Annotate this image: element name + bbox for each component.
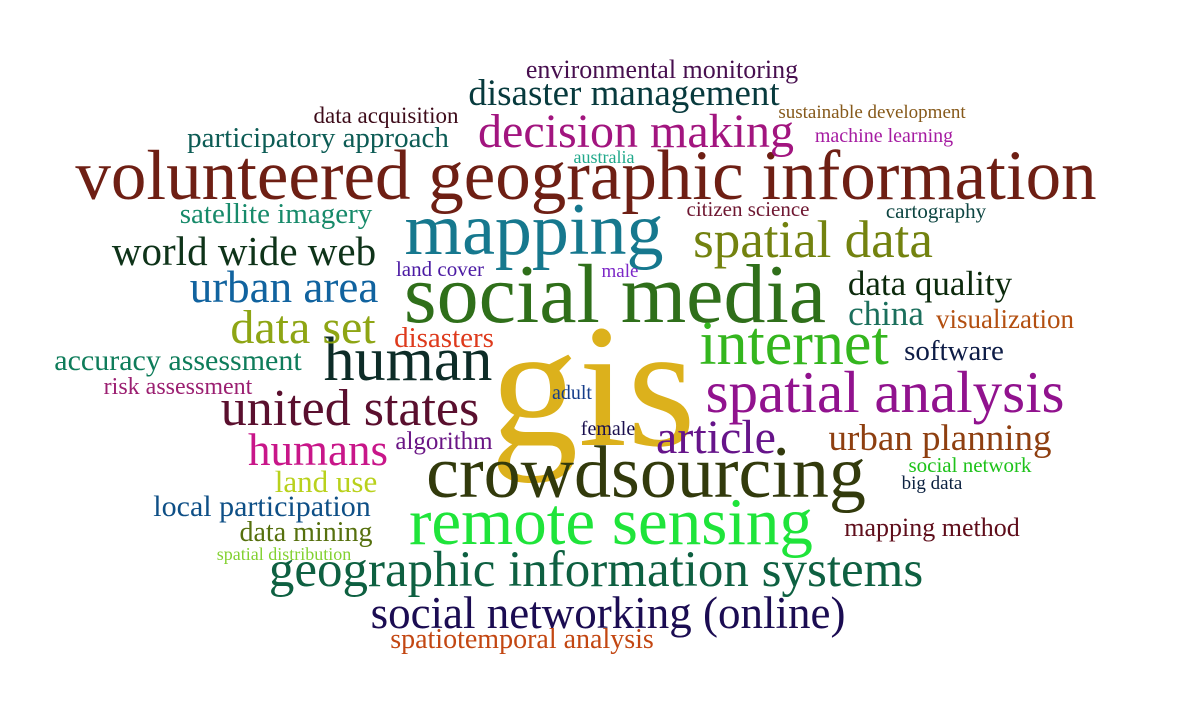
word-australia: australia	[573, 147, 635, 167]
word-sustainable-development: sustainable development	[778, 102, 966, 123]
word-participatory-approach: participatory approach	[187, 122, 449, 154]
word-data-set: data set	[230, 301, 376, 354]
word-female: female	[580, 418, 636, 440]
word-data-quality: data quality	[847, 264, 1013, 303]
word-land-use: land use	[274, 464, 378, 499]
word-spatial-data: spatial data	[693, 211, 933, 269]
word-spatiotemporal-analysis: spatiotemporal analysis	[390, 624, 654, 655]
word-world-wide-web: world wide web	[111, 228, 377, 274]
word-social-networking-online: social networking (online)	[370, 588, 846, 638]
word-visualization: visualization	[936, 304, 1074, 334]
word-big-data: big data	[901, 473, 963, 494]
word-male: male	[601, 261, 639, 282]
word-machine-learning: machine learning	[814, 125, 954, 147]
word-algorithm: algorithm	[395, 428, 493, 455]
word-mapping-method: mapping method	[844, 513, 1020, 542]
word-social-media: social media	[403, 248, 827, 341]
word-humans: humans	[248, 425, 388, 475]
word-urban-planning: urban planning	[828, 418, 1052, 459]
word-data-acquisition: data acquisition	[313, 103, 459, 128]
word-disasters: disasters	[394, 322, 494, 354]
word-china: china	[848, 294, 924, 333]
word-human: human	[323, 326, 493, 394]
word-citizen-science: citizen science	[686, 197, 810, 221]
word-adult: adult	[552, 382, 592, 404]
word-geographic-information-systems: geographic information systems	[268, 542, 924, 598]
word-gis: gis	[490, 289, 696, 484]
word-software: software	[904, 335, 1004, 367]
word-social-network: social network	[908, 453, 1032, 477]
word-spatial-distribution: spatial distribution	[216, 544, 352, 564]
word-remote-sensing: remote sensing	[409, 485, 813, 559]
word-mapping: mapping	[404, 189, 664, 271]
word-disaster-management: disaster management	[468, 73, 780, 114]
word-crowdsourcing: crowdsourcing	[426, 432, 866, 514]
word-urban-area: urban area	[189, 262, 379, 312]
word-decision-making: decision making	[478, 105, 794, 158]
word-accuracy-assessment: accuracy assessment	[54, 344, 302, 377]
word-volunteered-geographic-information: volunteered geographic information	[75, 137, 1097, 215]
word-local-participation: local participation	[153, 490, 371, 523]
word-environmental-monitoring: environmental monitoring	[525, 55, 799, 84]
word-land-cover: land cover	[395, 257, 485, 281]
word-internet: internet	[699, 310, 889, 378]
word-data-mining: data mining	[239, 517, 373, 548]
word-cartography: cartography	[885, 199, 987, 223]
word-article: article	[656, 411, 776, 464]
word-satellite-imagery: satellite imagery	[179, 198, 373, 230]
word-united-states: united states	[220, 380, 480, 437]
word-spatial-analysis: spatial analysis	[705, 359, 1065, 425]
word-risk-assessment: risk assessment	[103, 374, 253, 400]
